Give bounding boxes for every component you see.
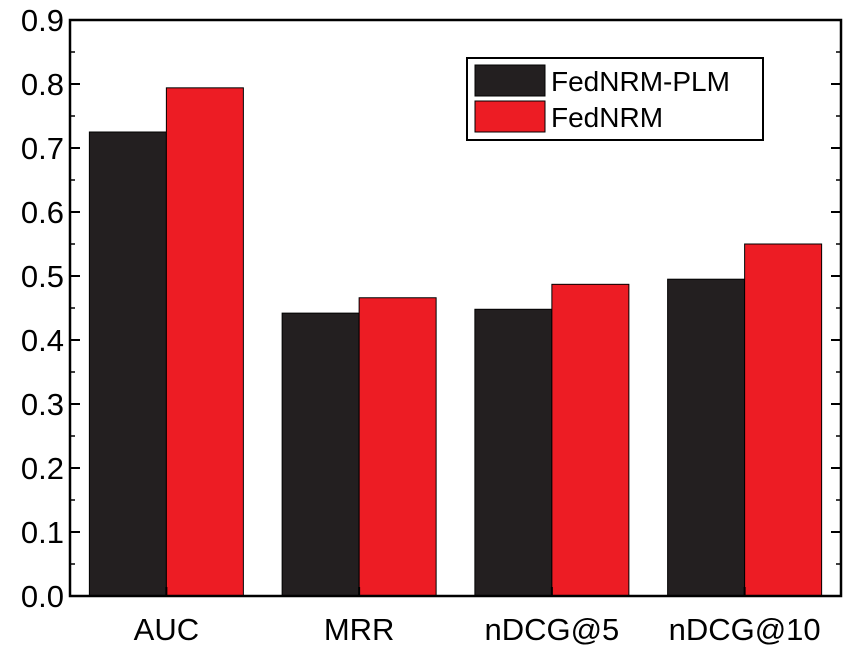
y-tick-label: 0.0: [21, 579, 64, 614]
plot-frame: [68, 18, 843, 598]
bars-layer: [88, 87, 823, 597]
y-tick-label: 0.9: [21, 3, 64, 38]
x-tick-label: MRR: [324, 612, 395, 647]
bar-fednrm-ndcg-5: [551, 283, 630, 597]
axes-layer: AUC MRR nDCG@5 nDCG@10 0.0 0.1 0.2 0.3 0.4 0.5 0.6…: [21, 3, 843, 647]
bar-fednrm-plm-ndcg-10: [667, 278, 746, 597]
y-tick-label: 0.3: [21, 387, 64, 422]
bar-fednrm-plm-auc: [88, 131, 167, 597]
legend-label: FedNRM-PLM: [551, 66, 730, 97]
x-tick-label: AUC: [134, 612, 199, 647]
y-tick-label: 0.2: [21, 451, 64, 486]
legend-swatch: [474, 100, 546, 133]
bar-fednrm-ndcg-10: [744, 243, 823, 597]
legend: FedNRM-PLM FedNRM: [466, 57, 764, 141]
legend-label: FedNRM: [551, 102, 663, 133]
bar-fednrm-plm-mrr: [281, 312, 360, 597]
bar-fednrm-auc: [165, 87, 244, 597]
y-tick-label: 0.1: [21, 515, 64, 550]
y-tick-label: 0.6: [21, 195, 64, 230]
y-tick-label: 0.4: [21, 323, 64, 358]
y-tick-label: 0.5: [21, 259, 64, 294]
y-tick-label: 0.7: [21, 131, 64, 166]
y-tick-label: 0.8: [21, 67, 64, 102]
x-tick-label: nDCG@10: [669, 612, 821, 647]
bar-fednrm-mrr: [358, 297, 437, 597]
legend-swatch: [474, 64, 546, 97]
x-tick-label: nDCG@5: [484, 612, 619, 647]
bar-fednrm-plm-ndcg-5: [474, 308, 553, 597]
